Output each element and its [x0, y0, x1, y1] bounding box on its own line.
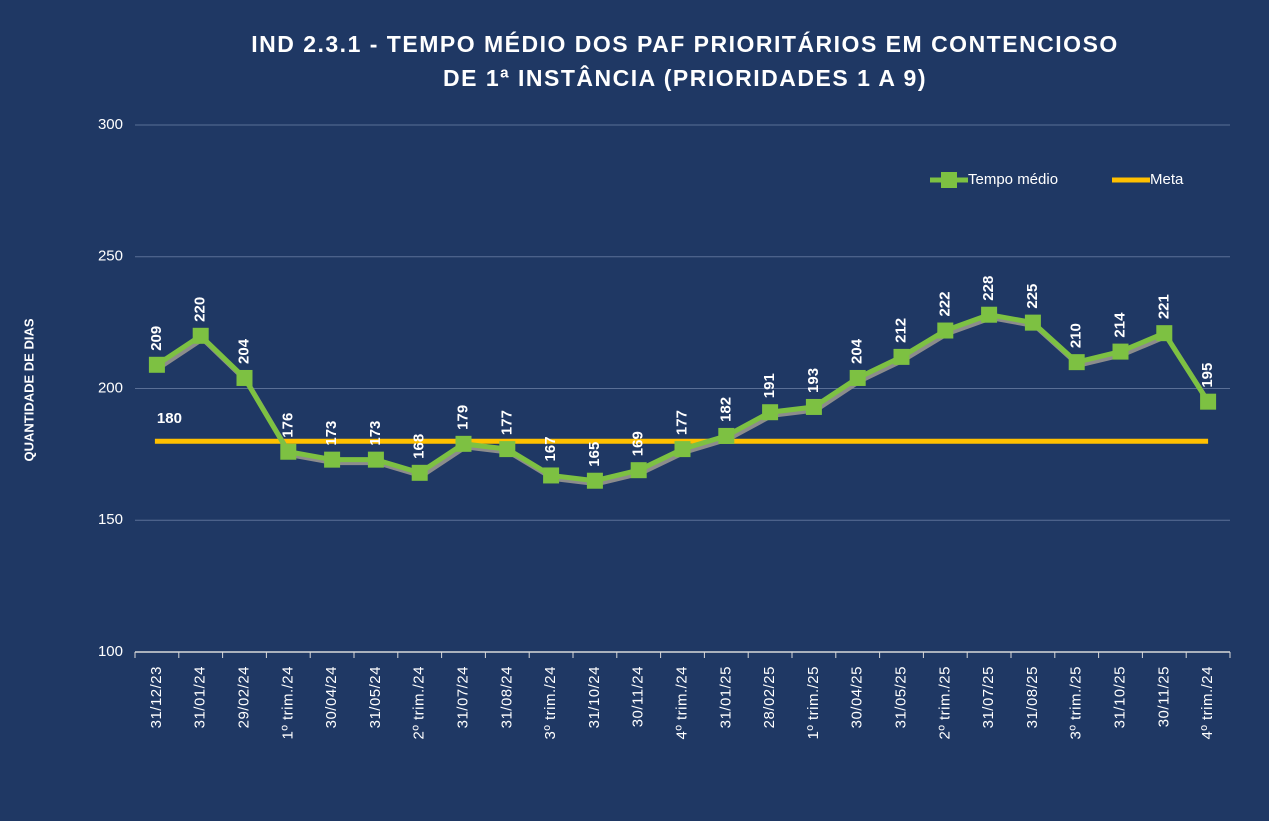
- marker: [893, 348, 910, 365]
- marker: [674, 441, 691, 458]
- marker: [236, 369, 253, 386]
- marker: [455, 435, 472, 452]
- marker: [718, 427, 735, 444]
- x-tick-label: 31/08/24: [498, 666, 515, 728]
- x-tick-label: 31/07/25: [980, 666, 997, 728]
- chart-title: IND 2.3.1 - TEMPO MÉDIO DOS PAF PRIORITÁ…: [251, 30, 1119, 57]
- legend-label: Tempo médio: [968, 171, 1058, 188]
- marker: [1200, 393, 1217, 410]
- data-label: 176: [279, 413, 296, 438]
- marker: [1112, 343, 1129, 360]
- data-label: 169: [630, 431, 647, 456]
- x-tick-label: 31/01/24: [192, 666, 209, 728]
- data-label: 191: [761, 373, 778, 398]
- x-tick-label: 2º trim./24: [411, 666, 428, 740]
- data-label: 193: [805, 368, 822, 393]
- marker: [630, 462, 647, 479]
- x-tick-label: 30/04/25: [849, 666, 866, 728]
- marker: [543, 467, 560, 484]
- data-label: 177: [498, 410, 515, 435]
- marker: [805, 398, 822, 415]
- data-label: 228: [980, 276, 997, 301]
- x-tick-label: 31/10/25: [1111, 666, 1128, 728]
- x-tick-label: 28/02/25: [761, 666, 778, 728]
- marker: [1156, 325, 1173, 342]
- x-tick-label: 31/12/23: [148, 666, 165, 728]
- x-tick-label: 30/04/24: [323, 666, 340, 728]
- x-tick-label: 31/07/24: [454, 666, 471, 728]
- data-label: 222: [936, 291, 953, 316]
- y-tick-label: 100: [98, 643, 123, 660]
- marker: [367, 451, 384, 468]
- data-label: 212: [892, 318, 909, 343]
- y-tick-label: 300: [98, 116, 123, 133]
- data-label: 204: [235, 338, 252, 364]
- legend-swatch: [941, 172, 957, 188]
- x-tick-label: 2º trim./25: [936, 666, 953, 740]
- marker: [981, 306, 998, 323]
- x-tick-label: 4º trim./24: [1199, 666, 1216, 740]
- marker: [280, 443, 297, 460]
- data-label: 167: [542, 436, 559, 461]
- x-tick-label: 3º trim./25: [1068, 666, 1085, 740]
- data-label: 209: [148, 326, 165, 351]
- data-label: 168: [411, 434, 428, 459]
- data-label: 165: [586, 442, 603, 467]
- data-label: 179: [454, 405, 471, 430]
- data-label: 177: [673, 410, 690, 435]
- marker: [148, 356, 165, 373]
- marker: [411, 464, 428, 481]
- data-label: 204: [849, 338, 866, 364]
- marker: [849, 369, 866, 386]
- legend-label: Meta: [1150, 171, 1184, 188]
- data-label: 180: [157, 410, 182, 427]
- x-tick-label: 3º trim./24: [542, 666, 559, 740]
- marker: [586, 472, 603, 489]
- data-label: 173: [323, 421, 340, 446]
- marker: [937, 322, 954, 339]
- x-tick-label: 4º trim./24: [673, 666, 690, 740]
- x-tick-label: 30/11/24: [630, 666, 647, 727]
- x-tick-label: 31/05/25: [892, 666, 909, 728]
- data-label: 221: [1155, 294, 1172, 319]
- marker: [1024, 314, 1041, 331]
- y-tick-label: 200: [98, 379, 123, 396]
- x-tick-label: 29/02/24: [235, 666, 252, 728]
- data-label: 225: [1024, 284, 1041, 309]
- data-label: 173: [367, 421, 384, 446]
- x-tick-label: 31/01/25: [717, 666, 734, 728]
- x-tick-label: 31/08/25: [1024, 666, 1041, 728]
- x-tick-label: 31/10/24: [586, 666, 603, 728]
- y-tick-label: 150: [98, 511, 123, 528]
- x-tick-label: 31/05/24: [367, 666, 384, 728]
- marker: [1068, 354, 1085, 371]
- marker: [762, 404, 779, 421]
- y-axis-label: QUANTIDADE DE DIAS: [21, 318, 36, 461]
- data-label: 220: [192, 297, 209, 322]
- marker: [192, 327, 209, 344]
- x-tick-label: 1º trim./25: [805, 666, 822, 740]
- x-tick-label: 30/11/25: [1155, 666, 1172, 727]
- marker: [499, 441, 516, 458]
- data-label: 210: [1068, 323, 1085, 348]
- data-label: 182: [717, 397, 734, 422]
- marker: [324, 451, 341, 468]
- chart-title: DE 1ª INSTÂNCIA (PRIORIDADES 1 A 9): [443, 64, 927, 91]
- data-label: 195: [1199, 363, 1216, 388]
- x-tick-label: 1º trim./24: [279, 666, 296, 740]
- y-tick-label: 250: [98, 248, 123, 265]
- data-label: 214: [1111, 312, 1128, 338]
